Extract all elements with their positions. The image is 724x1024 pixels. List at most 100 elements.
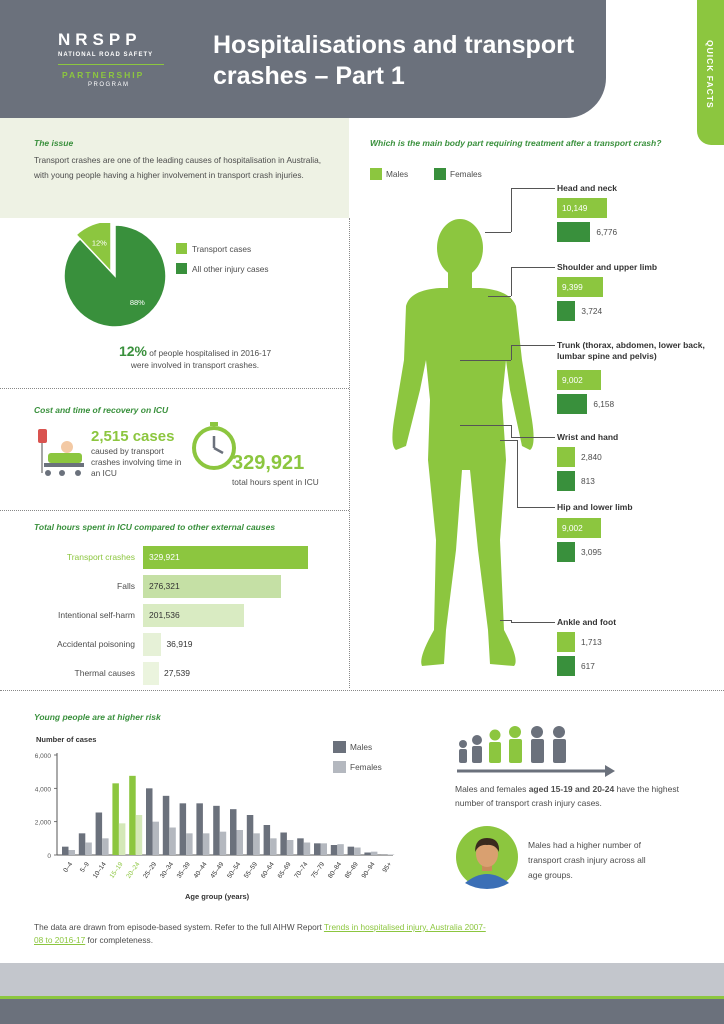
issue-text: Transport crashes are one of the leading… — [34, 155, 322, 180]
age-legend-males: Males — [350, 742, 373, 752]
young-ages-text: Males and females aged 15-19 and 20-24 h… — [455, 782, 705, 810]
body-part-value: 813 — [581, 476, 595, 486]
young-ages-bold: aged 15-19 and 20-24 — [528, 784, 615, 794]
body-part-value: 6,776 — [596, 227, 618, 237]
body-connector — [511, 345, 555, 346]
age-bar-female — [202, 833, 210, 855]
body-connector — [517, 507, 555, 508]
age-chart-ylabel: Number of cases — [36, 735, 97, 744]
age-bar-male — [314, 843, 321, 855]
icu-chart-title: Total hours spent in ICU compared to oth… — [34, 522, 276, 532]
age-x-tick: 70–74 — [293, 861, 309, 880]
body-heading: Which is the main body part requiring tr… — [370, 138, 662, 148]
age-bar-female — [135, 815, 143, 855]
age-x-tick: 85–89 — [344, 861, 360, 880]
body-part-label: Ankle and foot — [557, 617, 617, 627]
icu-bar-value: 276,321 — [149, 581, 180, 591]
age-bar-female — [118, 823, 126, 855]
age-bar-female — [387, 854, 395, 855]
body-connector — [517, 440, 518, 507]
footnote-post: for completeness. — [85, 935, 154, 945]
age-bar-male — [213, 805, 220, 855]
icu-bar — [143, 546, 308, 569]
age-x-tick: 5–9 — [79, 861, 91, 874]
icu-bar-label: Transport crashes — [66, 552, 135, 562]
body-part-bar — [557, 542, 575, 562]
human-body-figure — [392, 219, 534, 666]
legend-transport-label: Transport cases — [192, 244, 252, 254]
age-bar-female — [236, 830, 243, 855]
age-y-tick: 6,000 — [35, 753, 52, 760]
body-part-label: Wrist and hand — [557, 432, 619, 442]
body-part-label: Shoulder and upper limb — [557, 262, 658, 272]
age-bar-male — [112, 783, 119, 855]
page-title: Hospitalisations and transport crashes –… — [213, 31, 575, 90]
age-bar-male — [330, 845, 338, 855]
age-bar-male — [280, 832, 287, 855]
body-connector — [511, 267, 512, 296]
body-part-bar: 9,399 — [557, 277, 604, 297]
report-link[interactable]: Trends in hospitalised injury, Australia… — [34, 922, 486, 945]
body-part-bar — [557, 656, 575, 676]
divider-1 — [0, 388, 349, 389]
young-heading: Young people are at higher risk — [34, 712, 161, 722]
age-x-tick: 95+ — [381, 861, 393, 874]
age-chart-xlabel: Age group (years) — [185, 892, 250, 901]
logo-divider — [58, 64, 164, 65]
body-part-value: 3,095 — [581, 547, 602, 557]
pie-stat: 12% of people hospitalised in 2016-17 we… — [60, 344, 330, 371]
age-bar-male — [230, 809, 237, 855]
quick-facts-tab[interactable]: QUICK FACTS — [697, 0, 724, 145]
body-legend-females-swatch — [434, 168, 446, 180]
age-bar-female — [169, 827, 176, 855]
age-x-tick: 15–19 — [109, 861, 125, 880]
icu-hours: 329,921 — [232, 452, 305, 474]
icu-cases: 2,515 cases — [91, 428, 175, 445]
age-bar-male — [78, 833, 86, 855]
icu-bar-label: Intentional self-harm — [57, 610, 135, 620]
age-bar-male — [146, 788, 153, 855]
age-legend-females-swatch — [333, 761, 346, 773]
body-part-value: 6,158 — [593, 399, 615, 409]
pie-label-1: 88% — [130, 298, 145, 307]
age-bar-male — [162, 795, 170, 855]
age-bar-female — [320, 843, 327, 855]
logo-partnership-text: PARTNERSHIP — [62, 70, 145, 80]
pie-slice-1 — [63, 224, 167, 328]
body-connector — [511, 188, 512, 232]
footer-accent — [0, 996, 724, 999]
age-bar-male — [95, 812, 103, 855]
age-x-tick: 60–64 — [260, 861, 276, 880]
body-part-bar — [557, 447, 575, 467]
body-connector — [500, 620, 511, 621]
divider-2 — [0, 510, 349, 511]
age-bar-female — [102, 838, 109, 855]
age-x-tick: 65–69 — [277, 861, 293, 880]
age-x-tick: 10–14 — [92, 861, 108, 880]
pie-label-0: 12% — [92, 239, 107, 248]
age-x-tick: 35–39 — [176, 861, 192, 880]
body-part-label: Trunk (thorax, abdomen, lower back, lumb… — [557, 340, 705, 361]
age-x-tick: 40–44 — [193, 861, 209, 880]
icu-bar — [143, 575, 282, 598]
body-part-value: 2,840 — [581, 452, 602, 462]
pie-chart: 12% 88% — [63, 223, 167, 328]
age-y-tick: 0 — [47, 853, 51, 860]
body-connector — [488, 296, 511, 297]
age-y-tick: 2,000 — [35, 820, 52, 827]
body-connector — [485, 232, 511, 233]
divider-vertical — [349, 218, 350, 688]
young-males-text: Males had a higher number of transport c… — [528, 840, 646, 880]
age-x-tick: 25–29 — [142, 861, 158, 880]
age-x-tick: 55–59 — [243, 861, 259, 880]
age-x-tick: 80–84 — [327, 861, 343, 880]
body-connector — [460, 425, 511, 426]
body-connector — [511, 345, 512, 360]
age-bar-male — [129, 775, 136, 855]
body-legend-males: Males — [386, 169, 409, 179]
age-x-tick: 0–4 — [62, 861, 74, 874]
logo-main-text: NRSPP — [58, 30, 142, 49]
age-x-tick: 75–79 — [310, 861, 326, 880]
family-ages-icon — [457, 726, 615, 777]
body-connector — [511, 188, 555, 189]
